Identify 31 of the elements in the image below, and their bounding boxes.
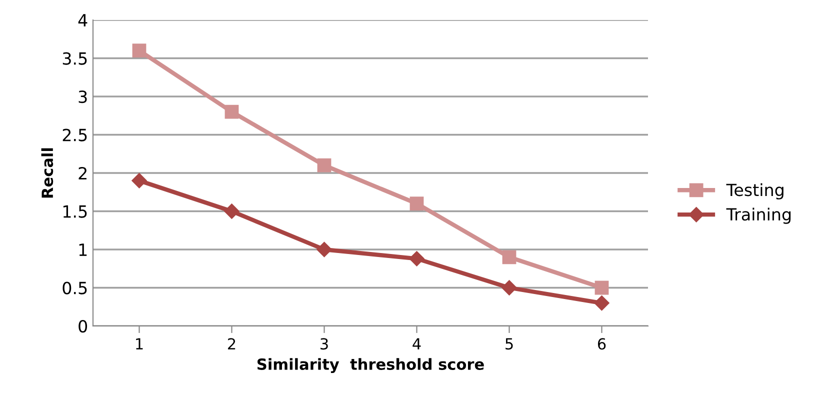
legend-label: Training [726, 208, 791, 224]
y-tick-label: 1 [79, 244, 87, 256]
x-axis-title: Similarity threshold score [258, 358, 484, 374]
point [132, 44, 146, 58]
point [502, 280, 517, 296]
x-tick-label: 5 [506, 338, 513, 350]
point [132, 173, 147, 188]
point [224, 104, 239, 119]
point [224, 204, 240, 219]
y-tick-label: 0.5 [62, 282, 87, 294]
y-axis-title: Recall [41, 148, 54, 198]
y-tick-label: 2.5 [62, 128, 87, 142]
x-tick-label: 3 [320, 338, 328, 350]
point [594, 280, 609, 295]
y-tick-label: 2 [78, 166, 86, 180]
legend-label: Testing [726, 183, 784, 200]
point [502, 250, 516, 264]
point [317, 158, 332, 172]
point [409, 251, 424, 266]
y-tick-label: 3 [78, 90, 87, 104]
y-tick-label: 0 [78, 320, 88, 333]
y-tick-label: 4 [78, 14, 88, 26]
y-tick-label: 3.5 [62, 52, 87, 65]
y-tick-label: 1.5 [63, 205, 87, 218]
x-tick-label: 4 [412, 338, 421, 350]
x-tick-label: 6 [598, 338, 606, 350]
point [594, 295, 610, 311]
point [410, 196, 424, 211]
x-tick-label: 2 [228, 338, 236, 350]
point [316, 242, 332, 258]
x-tick-label: 1 [136, 338, 143, 350]
